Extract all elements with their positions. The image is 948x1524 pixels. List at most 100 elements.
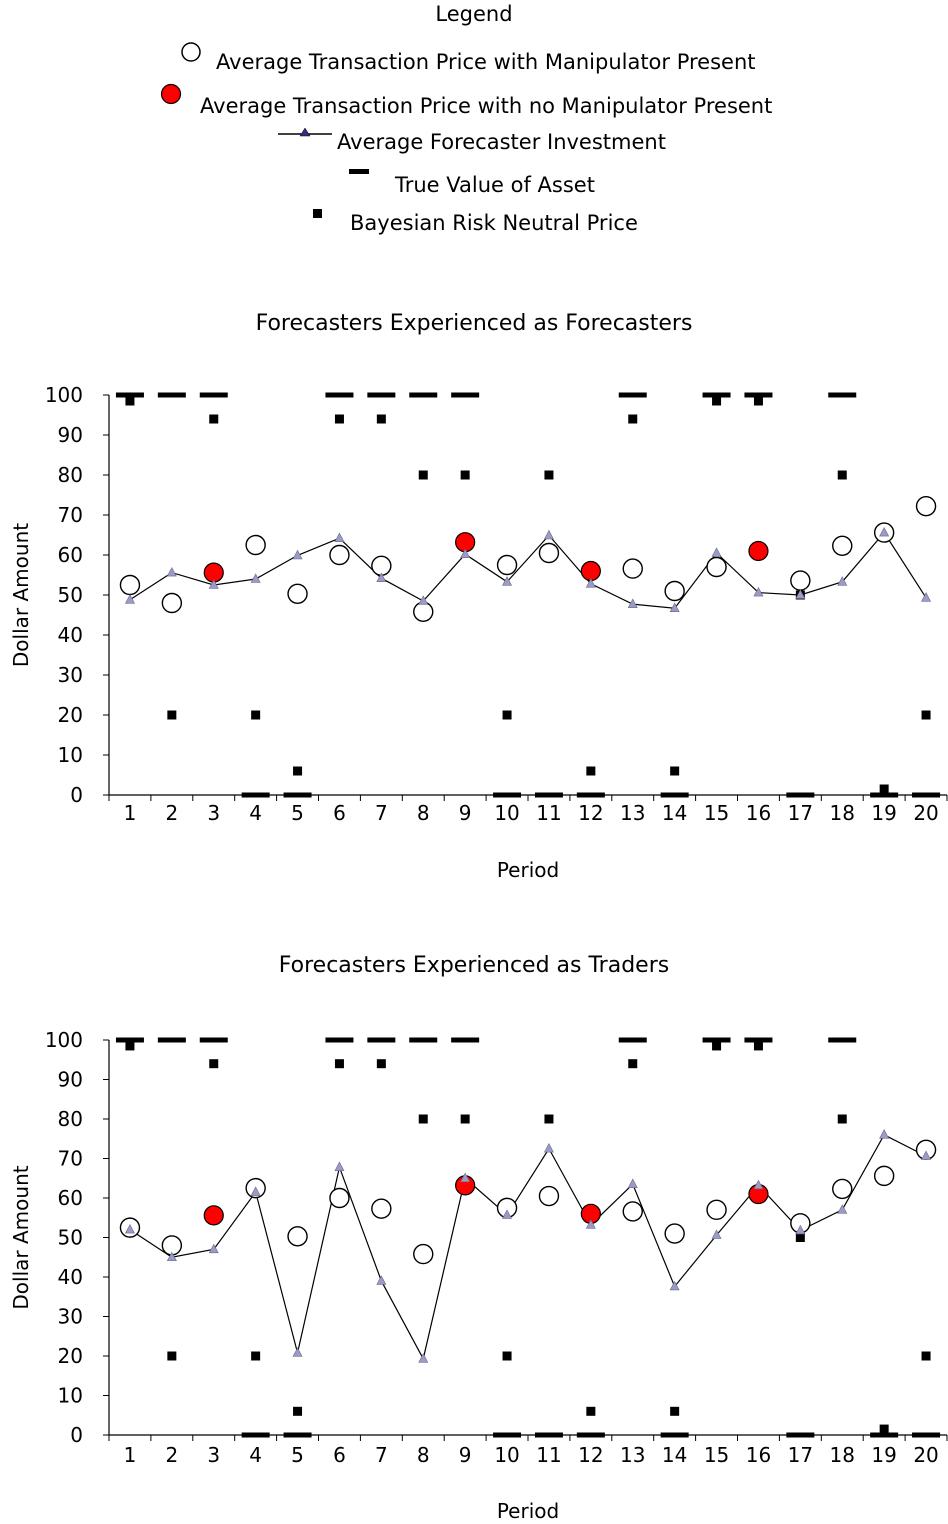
manipulator-price-point xyxy=(245,534,266,556)
true-value-mark xyxy=(325,1037,354,1043)
manipulator-price-point xyxy=(329,544,350,566)
investment-point xyxy=(795,589,806,599)
x-tick-label: 5 xyxy=(291,801,304,825)
manipulator-price-point xyxy=(329,1187,350,1209)
investment-point xyxy=(585,1219,596,1229)
true-value-mark xyxy=(786,1432,815,1438)
true-value-mark xyxy=(115,392,144,398)
bayesian-price-point xyxy=(837,1114,847,1124)
chart-title: Forecasters Experienced as Traders xyxy=(279,953,669,978)
y-tick-label: 90 xyxy=(58,1068,83,1092)
legend-item-true-value: True Value of Asset xyxy=(395,173,595,197)
chart-forecasters-as-forecasters: Forecasters Experienced as Forecasters 0 1… xyxy=(9,311,948,882)
investment-point xyxy=(627,598,638,609)
y-tick-label: 0 xyxy=(70,1423,83,1447)
x-tick-label: 17 xyxy=(788,1443,813,1467)
manipulator-price-point xyxy=(538,1185,560,1207)
investment-point xyxy=(460,1172,471,1183)
investment-point xyxy=(585,578,596,588)
investment-point xyxy=(460,548,471,559)
x-tick-label: 18 xyxy=(830,801,855,825)
x-tick-label: 5 xyxy=(291,1443,304,1467)
bayesian-price-point xyxy=(334,1059,344,1069)
x-tick-label: 2 xyxy=(165,801,178,825)
investment-point xyxy=(208,579,219,589)
manipulator-price-point xyxy=(496,554,518,576)
bayesian-price-point xyxy=(502,710,512,720)
bayesian-price-point xyxy=(544,470,554,480)
investment-point xyxy=(753,586,764,597)
investment-point xyxy=(879,526,890,537)
y-tick-label: 0 xyxy=(70,783,83,807)
y-tick-label: 20 xyxy=(58,1344,83,1368)
x-tick-label: 13 xyxy=(620,801,645,825)
manipulator-price-point xyxy=(873,1165,895,1187)
legend-item-bayesian: Bayesian Risk Neutral Price xyxy=(350,211,638,235)
x-tick-label: 9 xyxy=(459,801,472,825)
true-value-mark xyxy=(157,392,186,398)
x-tick-label: 19 xyxy=(871,801,896,825)
dash-icon xyxy=(349,169,369,174)
investment-point xyxy=(543,1142,554,1153)
manipulator-price-point xyxy=(706,556,727,578)
no-manipulator-price-point xyxy=(203,1205,224,1226)
no-manipulator-price-point xyxy=(580,560,601,582)
true-value-mark xyxy=(325,392,354,398)
manipulator-price-point xyxy=(664,1223,685,1244)
bayesian-price-point xyxy=(670,766,680,776)
true-value-mark xyxy=(199,392,228,398)
y-tick-label: 90 xyxy=(58,423,83,447)
true-value-mark xyxy=(576,792,605,798)
investment-point xyxy=(124,1223,135,1234)
y-tick-label: 30 xyxy=(58,663,83,687)
y-axis-label: Dollar Amount xyxy=(9,523,33,667)
investment-point xyxy=(334,1161,345,1171)
legend-item-no-manipulator: Average Transaction Price with no Manipu… xyxy=(200,94,773,118)
x-tick-label: 11 xyxy=(536,1443,561,1467)
x-tick-label: 4 xyxy=(249,1443,262,1467)
manipulator-price-point xyxy=(622,1201,643,1222)
true-value-mark xyxy=(409,392,438,398)
bayesian-price-point xyxy=(167,1351,177,1361)
x-tick-label: 12 xyxy=(578,801,603,825)
legend-title: Legend xyxy=(435,2,513,26)
true-value-mark xyxy=(618,1037,647,1043)
manipulator-price-point xyxy=(119,574,141,596)
y-tick-label: 100 xyxy=(45,383,83,407)
true-value-mark xyxy=(828,1037,857,1043)
manipulator-price-point xyxy=(371,1198,392,1219)
x-tick-label: 16 xyxy=(746,801,771,825)
bayesian-price-point xyxy=(670,1406,680,1416)
true-value-mark xyxy=(744,1037,773,1043)
manipulator-price-point xyxy=(287,583,308,604)
x-tick-label: 1 xyxy=(124,1443,137,1467)
bayesian-price-point xyxy=(921,710,931,720)
chart-forecasters-as-traders: Forecasters Experienced as Traders 0 10 20 3… xyxy=(9,953,948,1523)
y-tick-label: 50 xyxy=(58,1226,83,1250)
investment-point xyxy=(669,602,680,613)
investment-point xyxy=(250,573,261,583)
bayesian-price-point xyxy=(712,396,722,406)
true-value-mark xyxy=(199,1037,228,1043)
true-value-mark xyxy=(283,792,312,798)
x-tick-label: 15 xyxy=(704,1443,729,1467)
chart-title: Forecasters Experienced as Forecasters xyxy=(256,311,693,336)
true-value-mark xyxy=(912,1432,941,1438)
y-tick-label: 30 xyxy=(58,1305,83,1329)
bayesian-price-point xyxy=(125,1041,135,1051)
y-tick-label: 20 xyxy=(58,703,83,727)
bayesian-price-point xyxy=(837,470,847,480)
investment-point xyxy=(543,529,554,540)
bayesian-price-point xyxy=(586,766,596,776)
line-triangle-icon xyxy=(278,127,332,137)
true-value-mark xyxy=(115,1037,144,1043)
manipulator-price-point xyxy=(622,558,643,579)
bayesian-price-point xyxy=(209,414,219,424)
bayesian-price-point xyxy=(293,766,303,776)
bayesian-price-point xyxy=(628,414,638,424)
x-tick-label: 10 xyxy=(494,1443,519,1467)
x-tick-label: 17 xyxy=(788,801,813,825)
x-tick-label: 3 xyxy=(207,801,220,825)
investment-point xyxy=(879,1129,890,1139)
open-circle-icon xyxy=(181,42,201,62)
